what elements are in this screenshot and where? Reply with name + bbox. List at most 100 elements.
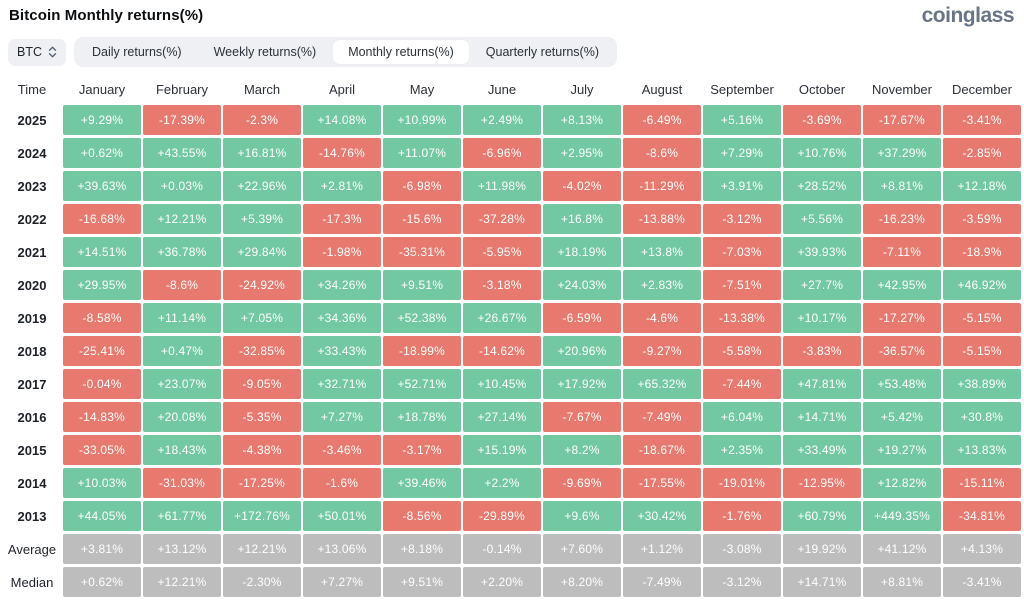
return-cell-2016-february: +20.08% <box>143 402 221 432</box>
return-cell-2022-may: -15.6% <box>383 204 461 234</box>
return-cell-average-october: +19.92% <box>783 534 861 564</box>
return-cell-2014-september: -19.01% <box>703 468 781 498</box>
return-cell-2019-november: -17.27% <box>863 303 941 333</box>
return-cell-2025-february: -17.39% <box>143 105 221 135</box>
return-cell-2018-december: -5.15% <box>943 336 1021 366</box>
return-cell-2025-september: +5.16% <box>703 105 781 135</box>
return-cell-2014-december: -15.11% <box>943 468 1021 498</box>
return-cell-2014-june: +2.2% <box>463 468 541 498</box>
return-cell-2016-may: +18.78% <box>383 402 461 432</box>
return-cell-2014-april: -1.6% <box>303 468 381 498</box>
return-cell-2021-june: -5.95% <box>463 237 541 267</box>
tab-quarterly-returns[interactable]: Quarterly returns(%) <box>485 45 600 59</box>
row-label-2015: 2015 <box>17 442 47 458</box>
return-cell-average-july: +7.60% <box>543 534 621 564</box>
return-cell-average-june: -0.14% <box>463 534 541 564</box>
return-cell-2015-august: -18.67% <box>623 435 701 465</box>
return-cell-2017-may: +52.71% <box>383 369 461 399</box>
return-cell-2025-april: +14.08% <box>303 105 381 135</box>
return-cell-2019-december: -5.15% <box>943 303 1021 333</box>
tab-daily-returns[interactable]: Daily returns(%) <box>92 45 182 59</box>
return-cell-2020-june: -3.18% <box>463 270 541 300</box>
row-label-2021: 2021 <box>17 244 47 260</box>
return-cell-2017-february: +23.07% <box>143 369 221 399</box>
column-header-may: May <box>409 81 435 97</box>
return-cell-2023-september: +3.91% <box>703 171 781 201</box>
coin-selector[interactable]: BTC <box>8 38 66 66</box>
return-cell-median-april: +7.27% <box>303 567 381 597</box>
return-cell-2021-august: +13.8% <box>623 237 701 267</box>
return-cell-2018-august: -9.27% <box>623 336 701 366</box>
return-cell-2024-june: -6.96% <box>463 138 541 168</box>
return-cell-2013-june: -29.89% <box>463 501 541 531</box>
return-cell-2021-may: -35.31% <box>383 237 461 267</box>
updown-chevron-icon <box>48 46 57 58</box>
column-header-july: July <box>570 81 594 97</box>
row-label-2024: 2024 <box>17 145 47 161</box>
return-cell-2019-september: -13.38% <box>703 303 781 333</box>
return-cell-2022-april: -17.3% <box>303 204 381 234</box>
return-cell-2018-november: -36.57% <box>863 336 941 366</box>
return-cell-2019-january: -8.58% <box>63 303 141 333</box>
return-cell-2020-october: +27.7% <box>783 270 861 300</box>
returns-period-tabs: Daily returns(%) Weekly returns(%) Monthly… <box>74 37 618 67</box>
row-label-2014: 2014 <box>17 475 47 491</box>
row-label-average: Average <box>7 541 57 557</box>
return-cell-2013-august: +30.42% <box>623 501 701 531</box>
return-cell-2021-march: +29.84% <box>223 237 301 267</box>
tab-monthly-returns[interactable]: Monthly returns(%) <box>333 40 469 64</box>
return-cell-2018-april: +33.43% <box>303 336 381 366</box>
return-cell-average-february: +13.12% <box>143 534 221 564</box>
return-cell-2021-december: -18.9% <box>943 237 1021 267</box>
return-cell-2019-february: +11.14% <box>143 303 221 333</box>
tab-weekly-returns[interactable]: Weekly returns(%) <box>213 45 317 59</box>
return-cell-2020-february: -8.6% <box>143 270 221 300</box>
return-cell-2018-march: -32.85% <box>223 336 301 366</box>
return-cell-2014-august: -17.55% <box>623 468 701 498</box>
return-cell-2018-january: -25.41% <box>63 336 141 366</box>
return-cell-2022-august: -13.88% <box>623 204 701 234</box>
row-label-2025: 2025 <box>17 112 47 128</box>
return-cell-2021-october: +39.93% <box>783 237 861 267</box>
column-header-september: September <box>710 81 774 97</box>
return-cell-2013-may: -8.56% <box>383 501 461 531</box>
return-cell-average-september: -3.08% <box>703 534 781 564</box>
return-cell-2020-march: -24.92% <box>223 270 301 300</box>
row-label-median: Median <box>10 574 54 590</box>
return-cell-2022-october: +5.56% <box>783 204 861 234</box>
return-cell-2016-august: -7.49% <box>623 402 701 432</box>
return-cell-2013-november: +449.35% <box>863 501 941 531</box>
return-cell-2023-june: +11.98% <box>463 171 541 201</box>
return-cell-2021-july: +18.19% <box>543 237 621 267</box>
return-cell-2019-may: +52.38% <box>383 303 461 333</box>
return-cell-2017-june: +10.45% <box>463 369 541 399</box>
return-cell-2015-november: +19.27% <box>863 435 941 465</box>
return-cell-2021-january: +14.51% <box>63 237 141 267</box>
column-header-november: November <box>872 81 932 97</box>
return-cell-2020-july: +24.03% <box>543 270 621 300</box>
return-cell-2014-november: +12.82% <box>863 468 941 498</box>
top-bar: Bitcoin Monthly returns(%) coinglass <box>0 0 1024 26</box>
column-header-october: October <box>798 81 846 97</box>
return-cell-2016-january: -14.83% <box>63 402 141 432</box>
return-cell-2019-april: +34.36% <box>303 303 381 333</box>
return-cell-2023-april: +2.81% <box>303 171 381 201</box>
return-cell-2019-march: +7.05% <box>223 303 301 333</box>
return-cell-average-august: +1.12% <box>623 534 701 564</box>
return-cell-2015-january: -33.05% <box>63 435 141 465</box>
return-cell-2015-september: +2.35% <box>703 435 781 465</box>
return-cell-2013-july: +9.6% <box>543 501 621 531</box>
return-cell-2015-december: +13.83% <box>943 435 1021 465</box>
coin-selector-value: BTC <box>17 45 42 59</box>
return-cell-2017-december: +38.89% <box>943 369 1021 399</box>
return-cell-2022-november: -16.23% <box>863 204 941 234</box>
return-cell-2015-october: +33.49% <box>783 435 861 465</box>
return-cell-2019-october: +10.17% <box>783 303 861 333</box>
column-header-june: June <box>487 81 517 97</box>
return-cell-2023-july: -4.02% <box>543 171 621 201</box>
return-cell-2016-march: -5.35% <box>223 402 301 432</box>
return-cell-2013-december: -34.81% <box>943 501 1021 531</box>
coinglass-logo: coinglass <box>921 4 1015 27</box>
return-cell-2020-may: +9.51% <box>383 270 461 300</box>
return-cell-2022-december: -3.59% <box>943 204 1021 234</box>
